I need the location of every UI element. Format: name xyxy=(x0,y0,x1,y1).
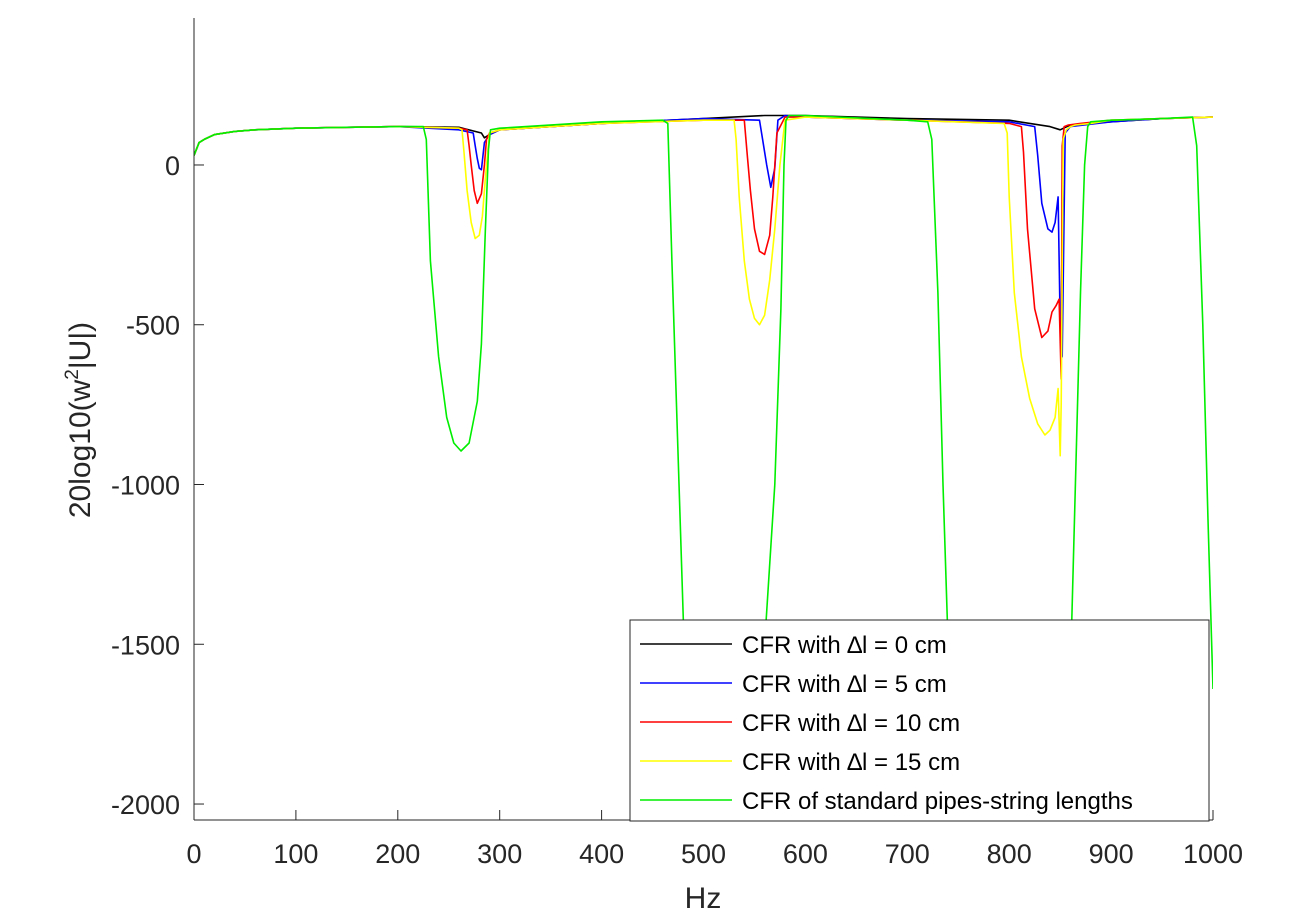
x-tick-label: 200 xyxy=(375,839,420,869)
series-lines xyxy=(194,114,1213,820)
legend-label-5: CFR of standard pipes-string lengths xyxy=(742,788,1133,815)
y-tick-label: -1000 xyxy=(111,471,180,501)
x-tick-label: 100 xyxy=(273,839,318,869)
x-tick-label: 0 xyxy=(186,839,201,869)
x-axis-label: Hz xyxy=(685,882,722,915)
y-axis-label-main: 20log10(w xyxy=(64,379,97,518)
legend-label-3: CFR with ∆l = 10 cm xyxy=(742,710,960,737)
legend-label-4: CFR with ∆l = 15 cm xyxy=(742,749,960,776)
legend-box xyxy=(629,619,1210,822)
legend: CFR with ∆l = 0 cm CFR with ∆l = 5 cm CFR … xyxy=(629,619,1210,822)
y-tick-label: -500 xyxy=(126,311,180,341)
series-line-5 xyxy=(194,114,1213,820)
y-axis-label: 20log10(w2|U|) xyxy=(62,322,97,518)
y-tick-label: -1500 xyxy=(111,630,180,660)
series-line-4 xyxy=(194,116,1213,457)
y-axis-label-tail: |U|) xyxy=(64,322,97,369)
x-tick-label: 1000 xyxy=(1183,839,1243,869)
x-axis-ticks: 0 100 200 300 400 500 600 700 800 900 1000 xyxy=(186,810,1243,869)
x-tick-label: 300 xyxy=(477,839,522,869)
y-axis-ticks: 0 -500 -1000 -1500 -2000 xyxy=(111,151,204,820)
legend-label-1: CFR with ∆l = 0 cm xyxy=(742,632,947,659)
y-axis-label-superscript: 2 xyxy=(62,369,83,380)
x-tick-label: 400 xyxy=(579,839,624,869)
x-tick-label: 800 xyxy=(987,839,1032,869)
x-tick-label: 500 xyxy=(681,839,726,869)
x-tick-label: 900 xyxy=(1089,839,1134,869)
y-tick-label: -2000 xyxy=(111,790,180,820)
x-tick-label: 600 xyxy=(783,839,828,869)
x-tick-label: 700 xyxy=(885,839,930,869)
legend-label-2: CFR with ∆l = 5 cm xyxy=(742,671,947,698)
y-tick-label: 0 xyxy=(165,151,180,181)
